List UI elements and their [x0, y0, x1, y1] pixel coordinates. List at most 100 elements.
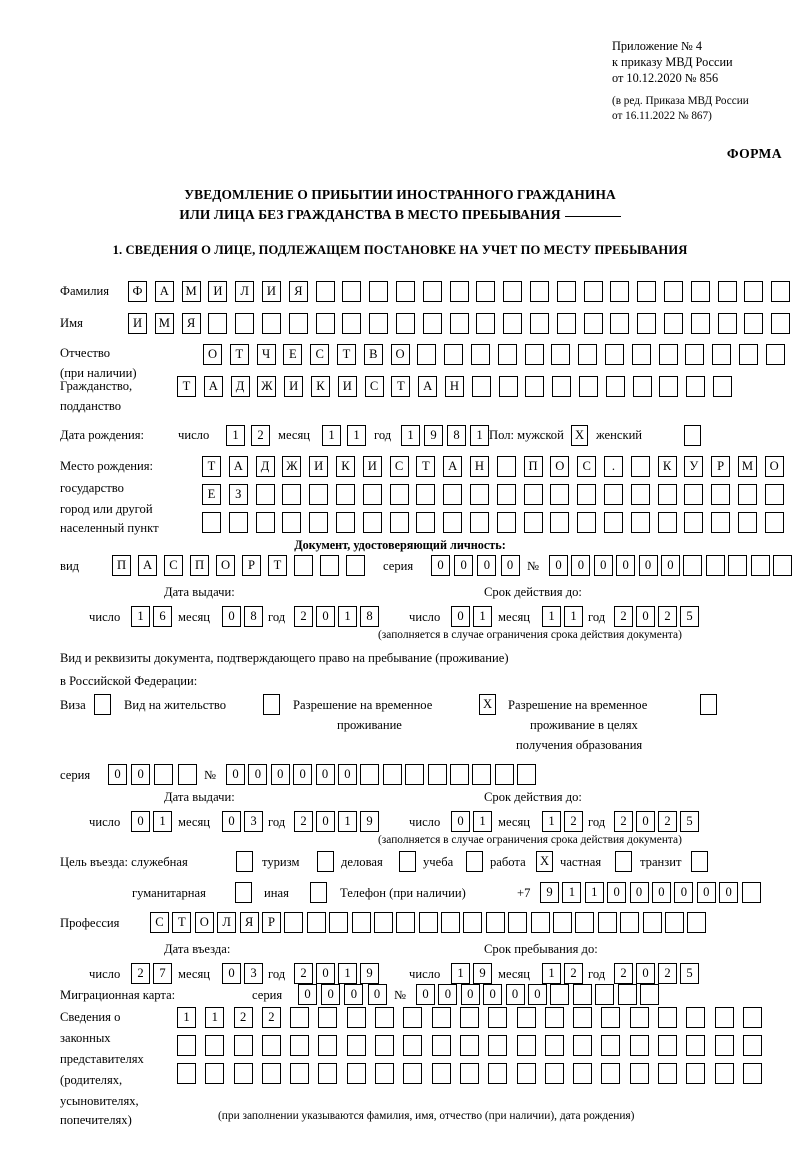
char-box[interactable]: . — [603, 456, 623, 477]
char-box[interactable]: П — [190, 555, 209, 576]
char-box[interactable]: 1 — [562, 882, 582, 903]
char-box[interactable]: В — [363, 344, 383, 365]
char-box[interactable]: И — [284, 376, 304, 397]
char-box[interactable]: 7 — [153, 963, 172, 984]
char-box[interactable]: 0 — [571, 555, 591, 576]
char-box[interactable] — [498, 376, 518, 397]
char-box[interactable] — [629, 1007, 649, 1028]
char-box[interactable] — [553, 912, 573, 933]
char-box[interactable] — [597, 912, 617, 933]
char-box[interactable] — [389, 512, 409, 533]
char-box[interactable] — [658, 1063, 678, 1084]
char-box[interactable]: О — [390, 344, 410, 365]
char-box[interactable] — [403, 1063, 423, 1084]
char-box[interactable] — [496, 484, 516, 505]
char-box[interactable] — [737, 484, 757, 505]
char-box[interactable] — [488, 1063, 508, 1084]
char-box[interactable] — [771, 281, 791, 302]
char-box[interactable] — [712, 376, 732, 397]
char-box[interactable]: Т — [229, 344, 249, 365]
char-box[interactable]: 0 — [483, 984, 503, 1005]
char-box[interactable]: И — [261, 281, 281, 302]
char-box[interactable]: 0 — [131, 811, 150, 832]
char-box[interactable] — [742, 1035, 762, 1056]
char-box[interactable]: 0 — [316, 963, 335, 984]
char-box[interactable] — [395, 313, 415, 334]
char-box[interactable]: 0 — [549, 555, 568, 576]
char-box[interactable]: Д — [255, 456, 275, 477]
char-box[interactable] — [508, 912, 528, 933]
char-box[interactable]: 3 — [244, 963, 263, 984]
char-box[interactable] — [686, 1035, 706, 1056]
char-box[interactable] — [306, 912, 326, 933]
char-box[interactable] — [202, 512, 221, 533]
char-box[interactable] — [551, 344, 571, 365]
char-box[interactable] — [318, 1035, 338, 1056]
char-box[interactable]: 0 — [416, 984, 435, 1005]
char-box[interactable] — [503, 281, 523, 302]
char-box[interactable]: А — [203, 376, 223, 397]
char-box[interactable] — [556, 313, 576, 334]
char-box[interactable] — [346, 1063, 366, 1084]
char-box[interactable]: 1 — [177, 1007, 196, 1028]
legal-rep-row-3-boxes[interactable] — [177, 1063, 771, 1084]
char-box[interactable]: Я — [239, 912, 259, 933]
char-box[interactable] — [690, 313, 710, 334]
char-box[interactable]: 0 — [316, 811, 335, 832]
purpose-tourism-checkbox[interactable] — [317, 851, 334, 872]
char-box[interactable]: 1 — [153, 811, 172, 832]
char-box[interactable]: Ж — [282, 456, 302, 477]
char-box[interactable] — [631, 344, 651, 365]
char-box[interactable] — [750, 555, 770, 576]
char-box[interactable]: 2 — [614, 811, 633, 832]
char-box[interactable] — [572, 984, 592, 1005]
char-box[interactable]: 0 — [131, 764, 151, 785]
char-box[interactable] — [657, 512, 677, 533]
char-box[interactable] — [360, 764, 380, 785]
char-box[interactable] — [469, 512, 489, 533]
char-box[interactable] — [711, 512, 731, 533]
char-box[interactable] — [417, 344, 437, 365]
purpose-work-checkbox[interactable]: X — [536, 851, 553, 872]
char-box[interactable] — [765, 344, 785, 365]
char-box[interactable]: Е — [202, 484, 221, 505]
char-box[interactable] — [629, 1035, 649, 1056]
char-box[interactable] — [742, 1063, 762, 1084]
char-box[interactable]: 2 — [131, 963, 150, 984]
char-box[interactable]: 1 — [451, 963, 470, 984]
char-box[interactable] — [459, 1035, 479, 1056]
char-box[interactable] — [516, 1007, 536, 1028]
char-box[interactable] — [261, 1035, 281, 1056]
char-box[interactable]: 1 — [205, 1007, 225, 1028]
sex-male-checkbox[interactable]: X — [571, 425, 588, 446]
char-box[interactable]: О — [764, 456, 784, 477]
char-box[interactable] — [605, 376, 625, 397]
char-box[interactable]: 0 — [651, 882, 671, 903]
char-box[interactable] — [601, 1035, 621, 1056]
char-box[interactable]: 0 — [344, 984, 364, 1005]
char-box[interactable]: 1 — [338, 963, 357, 984]
char-box[interactable] — [177, 1035, 196, 1056]
char-box[interactable] — [687, 912, 707, 933]
char-box[interactable] — [686, 1063, 706, 1084]
char-box[interactable] — [177, 764, 197, 785]
char-box[interactable]: А — [418, 376, 438, 397]
char-box[interactable]: 0 — [607, 882, 627, 903]
char-box[interactable]: С — [364, 376, 384, 397]
char-box[interactable] — [525, 376, 545, 397]
char-box[interactable]: И — [309, 456, 329, 477]
char-box[interactable] — [449, 764, 469, 785]
char-box[interactable]: 2 — [614, 963, 633, 984]
char-box[interactable] — [523, 512, 543, 533]
